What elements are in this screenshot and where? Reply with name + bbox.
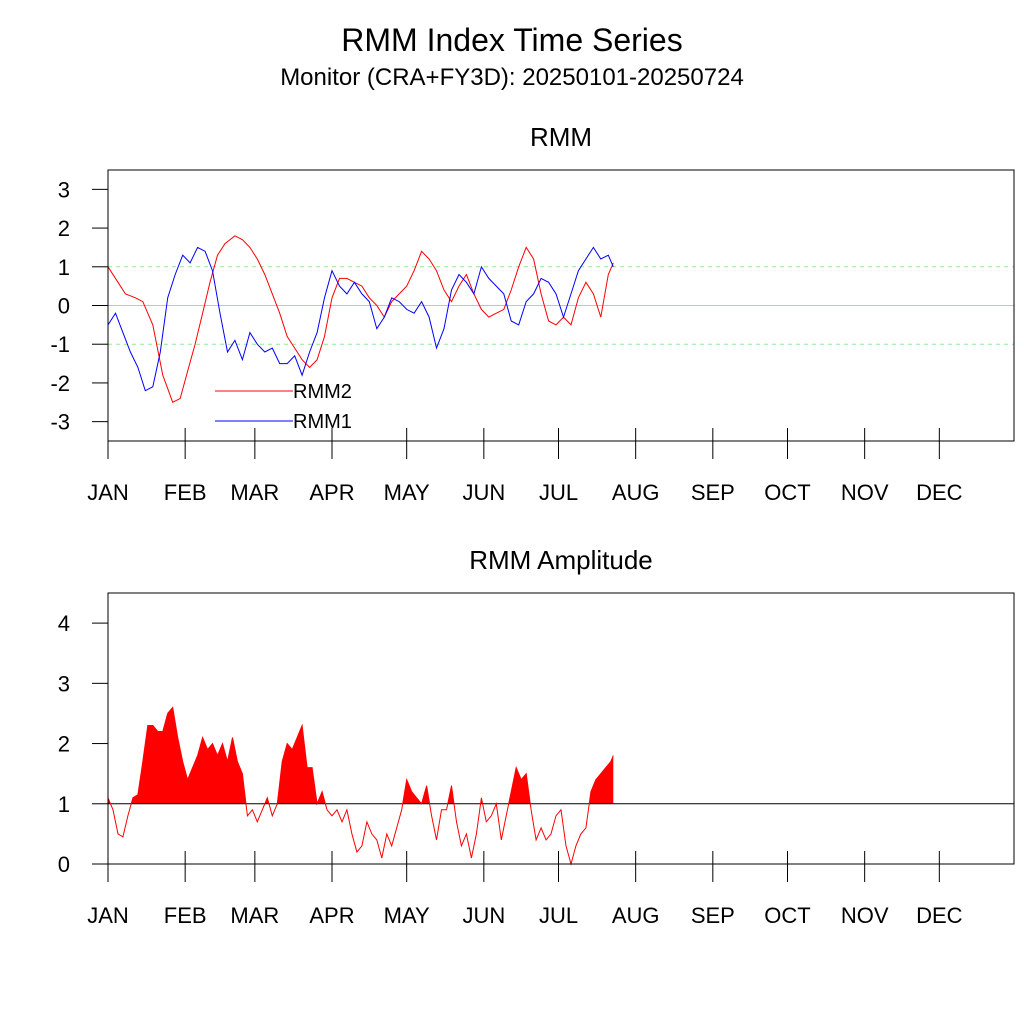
y-tick-label: 1	[58, 255, 70, 280]
series-line-rmm2	[107, 235, 614, 404]
x-tick-label: OCT	[764, 480, 810, 505]
x-tick-label: JUL	[539, 903, 578, 928]
legend-label-rmm1: RMM1	[293, 411, 352, 433]
x-tick-label: NOV	[841, 480, 889, 505]
rmm-amplitude-panel: RMM Amplitude 0 1 2 3 4 JAN FEB MAR APR MAY JUN JUL A…	[58, 545, 1015, 928]
x-tick-label: DEC	[916, 903, 963, 928]
y-tick-label: -1	[50, 332, 70, 357]
x-tick-label: AUG	[612, 903, 660, 928]
x-tick-label: JUN	[462, 903, 505, 928]
x-tick-label: JUL	[539, 480, 578, 505]
x-tick-label: MAR	[230, 480, 279, 505]
y-tick-label: 3	[58, 671, 70, 696]
y-tick-label: -2	[50, 371, 70, 396]
rmm-panel: RMM RMM2 RMM1 -3 -2 -1 0 1 2 3 JAN FEB MAR APR MAY JUN J…	[50, 122, 1015, 505]
x-tick-label: JUN	[462, 480, 505, 505]
y-tick-label: 2	[58, 732, 70, 757]
amplitude-fill-area	[508, 767, 531, 804]
x-tick-label: SEP	[691, 480, 735, 505]
x-tick-label: NOV	[841, 903, 889, 928]
y-tick-label: 0	[58, 852, 70, 877]
amplitude-fill-area	[402, 779, 430, 804]
chart-main-title: RMM Index Time Series	[341, 22, 683, 58]
x-tick-label: MAY	[384, 903, 430, 928]
x-tick-label: APR	[309, 480, 354, 505]
x-tick-label: OCT	[764, 903, 810, 928]
panel-title: RMM	[530, 122, 592, 152]
x-tick-label: SEP	[691, 903, 735, 928]
x-tick-label: APR	[309, 903, 354, 928]
y-tick-label: -3	[50, 410, 70, 435]
plot-frame	[107, 592, 1015, 865]
series-line-rmm1	[107, 246, 614, 392]
x-tick-label: JAN	[87, 480, 129, 505]
chart-subtitle: Monitor (CRA+FY3D): 20250101-20250724	[280, 64, 744, 91]
y-tick-label: 0	[58, 294, 70, 319]
panel-title: RMM Amplitude	[469, 545, 653, 575]
y-tick-label: 4	[58, 611, 70, 636]
amplitude-fill-area	[277, 725, 326, 804]
amplitude-fill-area	[447, 785, 454, 804]
x-tick-label: MAY	[384, 480, 430, 505]
x-tick-label: FEB	[164, 480, 207, 505]
x-tick-label: JAN	[87, 903, 129, 928]
x-tick-label: MAR	[230, 903, 279, 928]
y-tick-label: 1	[58, 792, 70, 817]
y-tick-label: 2	[58, 216, 70, 241]
x-tick-label: AUG	[612, 480, 660, 505]
legend-label-rmm2: RMM2	[293, 381, 352, 403]
amplitude-series-line	[107, 706, 614, 866]
y-tick-label: 3	[58, 177, 70, 202]
amplitude-fill-area	[589, 755, 614, 804]
x-tick-label: FEB	[164, 903, 207, 928]
x-tick-label: DEC	[916, 480, 963, 505]
